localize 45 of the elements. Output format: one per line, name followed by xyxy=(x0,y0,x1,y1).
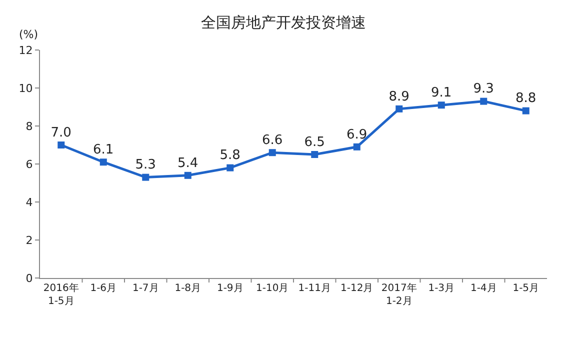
x-tick-label: 1-11月 xyxy=(298,283,331,294)
data-label: 9.3 xyxy=(473,82,494,97)
x-tick-label: 1-10月 xyxy=(256,283,289,294)
x-tick-label: 1-9月 xyxy=(216,283,244,294)
y-tick-label: 0 xyxy=(26,272,33,285)
data-label: 5.4 xyxy=(178,156,198,171)
y-tick-label: 10 xyxy=(18,82,33,95)
point xyxy=(438,102,445,109)
x-tick-label: 2017年 1-2月 xyxy=(381,282,417,307)
point xyxy=(396,105,403,112)
x-tick-label: 1-7月 xyxy=(132,283,159,294)
data-label: 8.8 xyxy=(516,91,536,106)
y-tick-label: 4 xyxy=(26,196,33,209)
data-label: 8.9 xyxy=(388,89,410,104)
y-tick-label: 8 xyxy=(26,120,33,133)
data-label: 5.3 xyxy=(135,158,156,173)
y-axis-title: (%) xyxy=(19,28,38,41)
y-tick-label: 6 xyxy=(26,158,33,171)
point xyxy=(142,174,150,181)
data-label: 7.0 xyxy=(50,125,72,140)
point xyxy=(522,107,530,114)
data-label: 6.5 xyxy=(304,134,325,150)
chart-title: 全国房地产开发投资增速 xyxy=(201,13,366,32)
x-tick-label: 2016年 1-5月 xyxy=(43,282,79,307)
x-tick-label: 1-4月 xyxy=(470,283,497,294)
point xyxy=(268,149,276,156)
data-label: 5.8 xyxy=(220,148,240,164)
x-tick-label: 1-6月 xyxy=(90,283,117,294)
y-tick-label: 12 xyxy=(18,44,33,57)
point xyxy=(58,142,65,148)
x-tick-label: 1-8月 xyxy=(174,283,202,294)
x-tick-label: 1-5月 xyxy=(512,283,540,294)
y-tick-label: 2 xyxy=(26,234,33,247)
data-label: 6.1 xyxy=(93,142,114,158)
point xyxy=(353,143,360,150)
point xyxy=(184,172,192,179)
data-label: 6.9 xyxy=(346,127,368,142)
point xyxy=(311,151,318,158)
point xyxy=(226,164,234,172)
x-tick-label: 1-12月 xyxy=(340,283,374,294)
data-label: 9.1 xyxy=(431,85,452,100)
point xyxy=(100,158,107,166)
x-tick-label: 1-3月 xyxy=(428,283,455,294)
data-label: 6.6 xyxy=(262,132,283,148)
point xyxy=(480,98,488,105)
